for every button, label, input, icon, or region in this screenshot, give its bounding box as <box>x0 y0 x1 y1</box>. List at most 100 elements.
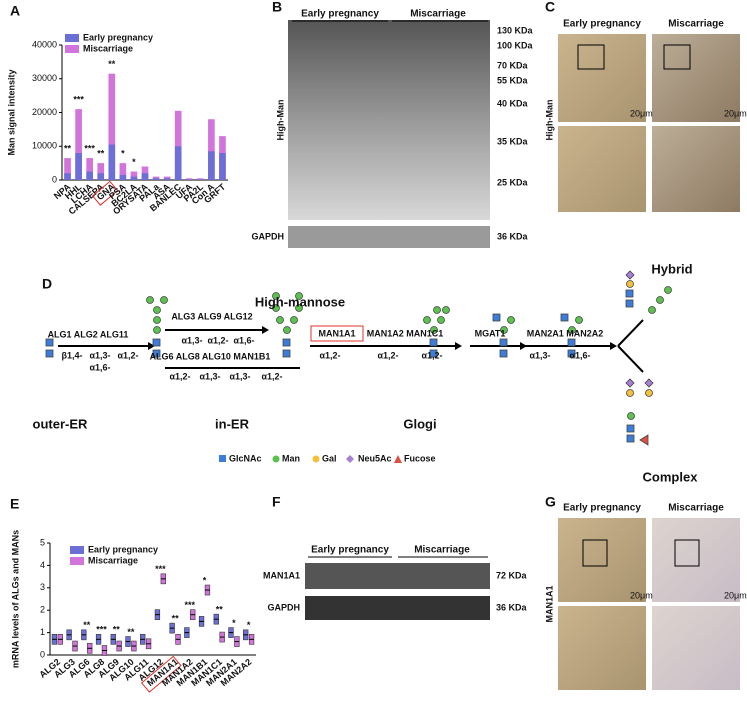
pathway-label: MGAT1 <box>475 328 506 338</box>
scale-label: 20μm <box>630 108 653 118</box>
y-tick-label: 1 <box>40 627 45 637</box>
y-tick-label: 3 <box>40 582 45 592</box>
marker-label: 70 KDa <box>497 60 529 70</box>
panel-letter: B <box>272 0 282 15</box>
legend-label: Miscarriage <box>83 43 133 53</box>
pathway-label: α1,2- <box>117 350 138 360</box>
significance-label: *** <box>73 95 84 105</box>
significance-label: ** <box>216 605 224 615</box>
legend-label: GlcNAc <box>229 453 262 463</box>
marker-label: 72 KDa <box>496 570 528 580</box>
legend-swatch <box>65 34 79 42</box>
group-label: Early pregnancy <box>311 545 389 556</box>
significance-label: ** <box>64 143 72 153</box>
pathway-label: ALG6 ALG8 ALG10 MAN1B1 <box>150 351 271 361</box>
y-tick-label: 20000 <box>32 107 57 117</box>
marker-label: 36 KDa <box>497 231 529 241</box>
y-tick-label: 30000 <box>32 73 57 83</box>
bar <box>130 171 138 180</box>
marker-label: 25 KDa <box>497 177 529 187</box>
significance-label: ** <box>127 627 135 637</box>
significance-label: * <box>247 620 251 630</box>
blot-image <box>305 563 490 589</box>
tissue-image <box>558 518 646 602</box>
pathway-label: α1,2- <box>169 371 190 381</box>
bar <box>64 173 71 180</box>
tissue-image <box>652 606 740 690</box>
highlight-box <box>91 180 119 206</box>
bar <box>208 151 215 180</box>
bar <box>75 109 82 180</box>
significance-label: *** <box>84 143 95 153</box>
pathway-label: α1,3- <box>229 371 250 381</box>
pathway-label: outer-ER <box>33 416 89 431</box>
marker-label: 100 KDa <box>497 40 534 50</box>
zoom-box <box>674 539 700 567</box>
zoom-box <box>663 44 691 70</box>
row-label: GAPDH <box>251 231 284 241</box>
bar <box>141 173 149 180</box>
y-tick-label: 0 <box>40 649 45 659</box>
significance-label: ** <box>108 59 116 69</box>
group-label: Early pregnancy <box>301 9 379 20</box>
blot-image <box>288 226 490 248</box>
bar <box>197 179 204 180</box>
tissue-image <box>558 34 646 122</box>
bar <box>86 158 93 180</box>
bar <box>97 173 105 180</box>
y-tick-label: 40000 <box>32 39 57 49</box>
bar <box>208 119 215 180</box>
y-tick-label: 5 <box>40 537 45 547</box>
row-label: High-Man <box>275 100 285 141</box>
group-label: Miscarriage <box>414 545 470 556</box>
pathway-label: High-mannose <box>255 294 345 309</box>
scale-label: 20μm <box>724 108 747 118</box>
group-label: Early pregnancy <box>563 19 641 30</box>
highlight-box <box>140 655 182 693</box>
legend-label: Fucose <box>404 453 436 463</box>
tissue-image <box>652 126 740 212</box>
significance-label: *** <box>96 625 107 635</box>
pathway-label: α1,2- <box>421 350 442 360</box>
y-tick-label: 4 <box>40 560 45 570</box>
legend-label: Neu5Ac <box>358 453 392 463</box>
pathway-label: α1,3- <box>89 350 110 360</box>
bar <box>75 153 82 180</box>
group-label: Miscarriage <box>668 503 724 514</box>
arrow-heads <box>148 326 617 350</box>
zoom-box <box>577 44 605 70</box>
pathway-label: Complex <box>643 469 699 484</box>
pathway-label: ALG1 ALG2 ALG11 <box>48 329 129 339</box>
bar <box>97 163 105 180</box>
pathway-label: ALG3 ALG9 ALG12 <box>171 311 252 321</box>
significance-label: * <box>232 618 236 628</box>
panel-letter: G <box>545 494 556 510</box>
pathway-label: α1,3- <box>529 350 550 360</box>
panel-letter: C <box>545 0 555 15</box>
marker-label: 35 KDa <box>497 136 529 146</box>
group-label: Miscarriage <box>668 19 724 30</box>
pathway-label: α1,3- <box>199 371 220 381</box>
tissue-image <box>558 126 646 212</box>
panel-letter: D <box>42 276 52 292</box>
pathway-label: MAN1A2 MAN1C1 <box>367 328 444 338</box>
pathway-label: α1,3- <box>181 335 202 345</box>
legend-label: Gal <box>322 453 337 463</box>
bar <box>130 176 138 180</box>
pathway-label: α1,6- <box>569 350 590 360</box>
bar <box>174 110 182 180</box>
legend-label: Early pregnancy <box>83 32 153 42</box>
scale-label: 20μm <box>724 590 747 600</box>
pathway-label: MAN1A1 <box>318 328 355 338</box>
bar <box>152 178 160 180</box>
legend-label: Early pregnancy <box>88 544 158 554</box>
y-axis-label: Man signal intensity <box>6 69 16 155</box>
bar <box>185 179 193 180</box>
legend-swatch <box>65 45 79 53</box>
bar <box>86 171 93 180</box>
pathway-label: MAN2A1 MAN2A2 <box>527 328 604 338</box>
bar <box>108 73 116 180</box>
bar <box>119 163 127 180</box>
blot-image <box>305 596 490 620</box>
significance-label: ** <box>172 613 180 623</box>
